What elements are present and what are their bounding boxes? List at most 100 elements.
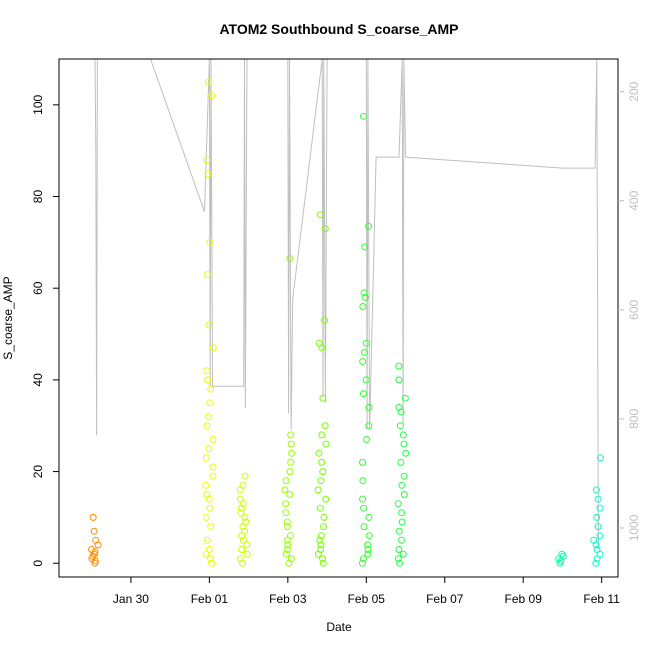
data-point	[322, 440, 330, 448]
right-axis: 200 400 600 800 1000	[618, 81, 641, 541]
data-point	[204, 78, 212, 86]
data-point	[203, 271, 211, 278]
data-point	[399, 431, 407, 439]
data-point	[207, 385, 215, 393]
data-point	[361, 293, 369, 301]
data-point	[317, 477, 325, 485]
data-point	[590, 536, 598, 544]
data-point	[396, 559, 404, 567]
y-axis-label: S_coarse_AMP	[1, 276, 15, 359]
data-point	[318, 458, 326, 466]
data-point	[398, 509, 406, 517]
data-point	[394, 500, 402, 508]
data-point	[286, 254, 294, 262]
data-point	[202, 550, 210, 558]
data-point	[316, 536, 324, 544]
data-point	[282, 500, 290, 508]
data-point	[365, 422, 373, 430]
data-point	[283, 523, 291, 531]
data-point	[592, 486, 600, 494]
data-point	[208, 92, 216, 100]
data-point	[321, 225, 329, 233]
data-point	[395, 546, 403, 553]
data-point	[361, 243, 369, 251]
data-point	[363, 436, 371, 443]
data-points	[88, 78, 604, 567]
data-point	[283, 518, 291, 526]
x-tick-label: Feb 05	[348, 592, 386, 606]
data-point	[209, 436, 217, 443]
data-point	[401, 394, 409, 402]
data-point	[319, 555, 327, 563]
data-point	[361, 348, 368, 356]
data-point	[282, 477, 290, 485]
right-tick-label: 400	[627, 190, 641, 210]
data-point	[360, 555, 367, 563]
data-point	[241, 513, 249, 521]
data-point	[319, 394, 327, 402]
overlay-series	[94, 58, 599, 550]
data-point	[205, 413, 213, 421]
data-point	[207, 555, 215, 563]
data-point	[594, 523, 602, 531]
plot-frame	[58, 58, 619, 578]
data-point	[594, 495, 602, 503]
data-point	[400, 440, 408, 448]
data-point	[320, 523, 328, 531]
data-point	[359, 458, 366, 466]
data-point	[321, 422, 329, 430]
data-point	[238, 504, 245, 512]
data-point	[208, 559, 216, 567]
y-tick-label: 60	[31, 281, 45, 295]
y-tick-label: 100	[31, 95, 45, 115]
data-point	[88, 546, 96, 553]
data-point	[321, 316, 328, 324]
data-point	[237, 509, 245, 517]
data-point	[239, 481, 247, 489]
x-tick-label: Feb 11	[583, 592, 620, 606]
data-point	[203, 491, 211, 498]
data-point	[243, 550, 251, 558]
data-point	[282, 509, 290, 517]
data-point	[203, 367, 211, 375]
data-point	[558, 550, 566, 558]
data-point	[396, 422, 404, 430]
y-tick-label: 20	[31, 465, 45, 479]
data-point	[287, 532, 294, 540]
right-tick-label: 200	[627, 81, 641, 101]
x-tick-label: Jan 30	[113, 592, 149, 606]
y-tick-label: 0	[31, 560, 45, 567]
data-point	[365, 403, 373, 411]
data-point	[362, 376, 370, 384]
data-point	[202, 454, 210, 462]
x-tick-label: Feb 09	[505, 592, 543, 606]
data-point	[597, 454, 604, 462]
data-point	[319, 468, 327, 476]
data-point	[287, 458, 295, 466]
data-point	[394, 555, 402, 563]
data-point	[288, 449, 296, 457]
data-point	[242, 518, 250, 526]
data-point	[240, 536, 247, 544]
right-tick-label: 600	[627, 299, 641, 319]
data-point	[317, 546, 325, 553]
x-axis: Jan 30 Feb 01 Feb 03 Feb 05 Feb 07 Feb 09 Feb …	[113, 577, 620, 606]
data-point	[397, 458, 405, 466]
data-point	[209, 344, 217, 352]
data-point	[314, 486, 322, 494]
data-point	[209, 463, 217, 471]
data-point	[400, 472, 408, 480]
data-point	[359, 477, 367, 485]
data-point	[284, 541, 292, 549]
data-point	[287, 431, 295, 439]
data-point	[360, 289, 368, 297]
data-point	[206, 238, 214, 246]
data-point	[364, 546, 372, 553]
data-point	[359, 495, 367, 503]
data-point	[317, 541, 325, 549]
data-point	[281, 486, 289, 494]
data-point	[203, 422, 211, 430]
data-point	[241, 527, 248, 535]
data-point	[209, 472, 217, 480]
